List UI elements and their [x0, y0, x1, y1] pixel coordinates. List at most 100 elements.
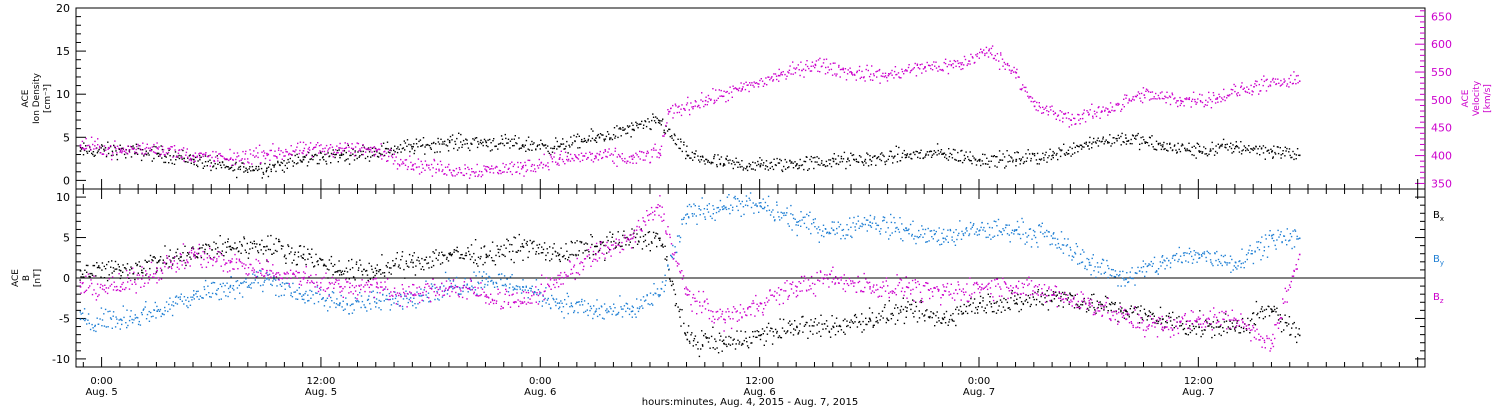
- velocity-point: [1034, 100, 1036, 102]
- ion-density-point: [1252, 147, 1255, 149]
- velocity-point: [513, 163, 516, 166]
- bx-point: [611, 236, 613, 238]
- velocity-point: [363, 147, 366, 149]
- velocity-point: [253, 150, 255, 152]
- bx-point: [987, 293, 989, 295]
- ion-density-point: [993, 155, 995, 157]
- ion-density-point: [725, 158, 727, 161]
- bx-point: [291, 247, 293, 249]
- bx-point: [390, 273, 392, 275]
- bx-point: [854, 321, 856, 323]
- ion-density-point: [246, 169, 248, 171]
- velocity-point: [1126, 94, 1128, 97]
- ion-density-point: [1219, 145, 1221, 148]
- bx-point: [179, 256, 182, 258]
- velocity-point: [175, 156, 178, 158]
- ion-density-point: [1079, 144, 1081, 146]
- ion-density-point: [833, 153, 835, 155]
- velocity-point: [762, 85, 765, 87]
- by-point: [589, 305, 592, 308]
- by-point: [294, 291, 297, 293]
- bx-point: [456, 246, 458, 249]
- bx-point-key-point: [339, 269, 341, 272]
- by-point: [540, 292, 542, 294]
- ion-density-point: [644, 120, 647, 123]
- velocity-point: [512, 165, 514, 168]
- by-point: [519, 286, 521, 288]
- velocity-point: [344, 142, 346, 144]
- bx-point: [1121, 307, 1123, 309]
- ion-density-point: [225, 165, 227, 168]
- ion-density-point: [703, 160, 705, 162]
- velocity-point: [229, 148, 231, 151]
- by-point: [879, 233, 882, 235]
- bx-point: [419, 262, 421, 265]
- bx-point: [1112, 303, 1114, 305]
- ion-density-point: [119, 144, 121, 146]
- bx-point: [779, 318, 781, 320]
- by-point: [183, 303, 185, 305]
- velocity-point: [1240, 85, 1243, 87]
- bx-point: [1000, 311, 1003, 313]
- bx-point: [257, 251, 260, 254]
- by-point: [584, 310, 587, 313]
- velocity-point: [852, 74, 854, 76]
- bx-point: [1247, 317, 1249, 320]
- bx-point: [89, 272, 91, 275]
- velocity-point: [511, 173, 513, 176]
- ion-density-point: [917, 156, 919, 159]
- bx-point: [1171, 324, 1173, 326]
- velocity-point: [1082, 117, 1084, 120]
- bx-point: [748, 336, 751, 338]
- bx-point: [507, 240, 509, 242]
- ion-density-point: [1276, 146, 1279, 148]
- ion-density-point: [252, 169, 254, 171]
- ion-density-point: [1277, 152, 1280, 155]
- ion-density-point-key-point: [193, 158, 195, 161]
- ion-density-point: [161, 157, 163, 159]
- bx-point: [1147, 315, 1149, 318]
- velocity-point: [851, 73, 853, 75]
- ion-density-point: [1061, 149, 1063, 151]
- ion-density-point: [320, 152, 322, 154]
- by-point: [111, 327, 113, 329]
- bx-point: [164, 245, 166, 247]
- velocity-point: [1179, 96, 1181, 99]
- ion-density-point: [92, 151, 95, 153]
- ion-density-point: [655, 116, 657, 118]
- ion-density-point: [242, 162, 244, 164]
- ion-density-point: [182, 149, 184, 152]
- ion-density-point: [104, 147, 107, 149]
- velocity-point: [805, 63, 807, 66]
- velocity-point: [1179, 104, 1181, 107]
- bx-point: [928, 317, 931, 319]
- by-point: [719, 209, 721, 211]
- velocity-point: [80, 147, 83, 149]
- bx-point: [388, 271, 390, 274]
- bx-point: [787, 330, 789, 332]
- velocity-point: [738, 87, 741, 89]
- by-point: [665, 280, 667, 282]
- velocity-point: [1266, 78, 1268, 81]
- bx-point: [849, 321, 851, 323]
- ion-density-point: [512, 145, 514, 147]
- velocity-point: [1157, 94, 1160, 97]
- velocity-point: [290, 153, 292, 155]
- bx-point: [1227, 326, 1229, 328]
- bx-point: [553, 243, 555, 245]
- ion-density-point: [336, 149, 339, 152]
- velocity-point: [942, 70, 944, 72]
- ion-density-point: [799, 158, 801, 161]
- by-point: [152, 315, 154, 317]
- ion-density-point-key-point: [1234, 145, 1237, 148]
- bx-point: [1270, 308, 1272, 310]
- bx-point: [621, 245, 623, 247]
- velocity-axis-label: [km/s]: [1483, 84, 1493, 113]
- velocity-point: [632, 154, 634, 156]
- bx-point: [295, 264, 298, 266]
- velocity-point: [586, 158, 588, 160]
- ion-density-point: [347, 144, 349, 146]
- by-point: [352, 303, 354, 305]
- bx-point: [487, 256, 489, 258]
- ion-density-point: [1040, 158, 1043, 160]
